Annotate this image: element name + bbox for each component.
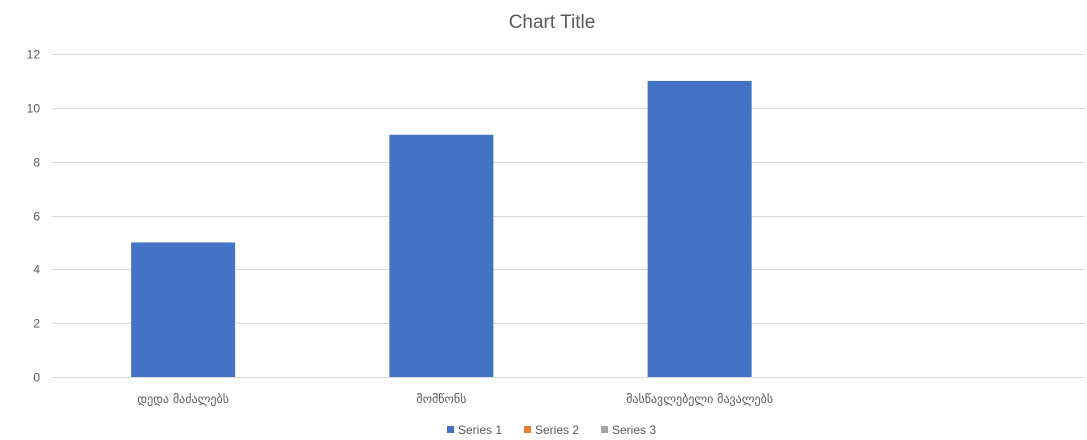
y-tick-label: 0	[33, 371, 40, 385]
x-axis-categories: დედა მაძალებს მომწონს მასწავლებელი მავალებ…	[137, 392, 773, 406]
legend: Series 1 Series 2 Series 3	[447, 423, 656, 437]
y-tick-label: 4	[33, 263, 40, 277]
bar	[389, 134, 494, 377]
legend-swatch	[601, 426, 608, 433]
legend-label: Series 1	[458, 423, 502, 437]
legend-swatch	[447, 426, 454, 433]
y-tick-label: 8	[33, 156, 40, 170]
y-tick-label: 2	[33, 317, 40, 331]
y-tick-label: 6	[33, 210, 40, 224]
y-axis-ticks: 0 2 4 6 8 10 12	[27, 48, 41, 385]
bar	[647, 80, 752, 378]
y-tick-label: 10	[27, 102, 41, 116]
bar	[131, 242, 236, 377]
legend-swatch	[524, 426, 531, 433]
y-tick-label: 12	[27, 48, 41, 62]
legend-label: Series 3	[612, 423, 656, 437]
legend-label: Series 2	[535, 423, 579, 437]
x-category-label: მომწონს	[416, 392, 466, 406]
x-category-label: დედა მაძალებს	[137, 392, 229, 406]
bars	[131, 80, 752, 378]
x-category-label: მასწავლებელი მავალებს	[626, 392, 773, 406]
chart-title: Chart Title	[509, 12, 596, 33]
